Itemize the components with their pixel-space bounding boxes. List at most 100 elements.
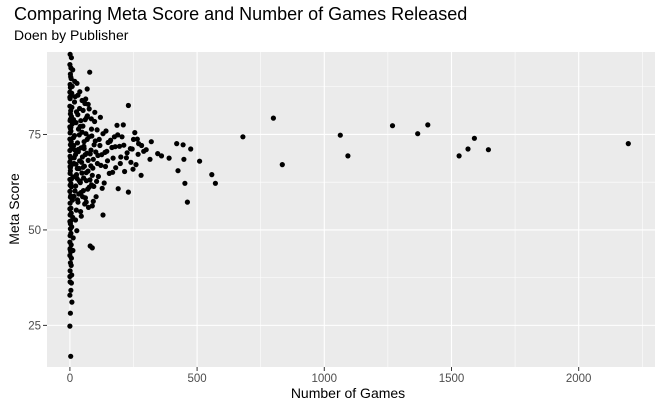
data-point (471, 135, 477, 141)
data-point (116, 143, 123, 149)
data-point (124, 150, 130, 156)
data-point (465, 146, 471, 152)
data-point (139, 142, 145, 149)
data-point (89, 172, 95, 178)
data-point (74, 165, 80, 172)
data-point (85, 101, 91, 107)
data-point (99, 185, 105, 191)
data-point (155, 151, 161, 157)
data-point (90, 156, 96, 162)
data-point (158, 153, 165, 159)
data-point (337, 132, 343, 138)
data-point (130, 136, 137, 142)
data-point (78, 189, 84, 196)
data-point (75, 146, 82, 152)
data-point (97, 142, 103, 149)
data-point (415, 131, 421, 137)
data-point (67, 221, 73, 227)
data-point (73, 183, 79, 189)
data-point (69, 272, 75, 278)
data-point (79, 97, 85, 104)
data-point (118, 154, 124, 160)
data-point (71, 99, 78, 105)
data-point (86, 184, 92, 190)
data-point (98, 162, 104, 168)
data-point (80, 164, 86, 170)
data-point (88, 126, 95, 132)
data-point (101, 180, 107, 186)
data-point (69, 83, 75, 89)
data-point (130, 166, 136, 172)
data-point (71, 142, 77, 149)
data-point (84, 136, 90, 142)
data-point (74, 197, 81, 203)
x-tick-label: 1000 (311, 373, 337, 385)
major-grid (47, 52, 655, 367)
data-point (456, 153, 462, 159)
data-point (88, 116, 94, 122)
data-point (75, 92, 81, 98)
data-point (125, 102, 131, 109)
data-point (77, 105, 83, 112)
data-point (67, 188, 73, 194)
data-point (120, 122, 126, 128)
data-point (82, 195, 88, 201)
data-point (94, 127, 100, 133)
data-point (115, 132, 121, 138)
data-point (84, 113, 90, 119)
plot-panel (47, 52, 655, 367)
data-point (114, 122, 120, 128)
data-point (73, 161, 79, 167)
data-point (174, 141, 180, 147)
data-point (138, 172, 144, 178)
data-point (67, 168, 73, 174)
data-point (95, 173, 101, 180)
data-point (68, 262, 74, 268)
data-point (78, 213, 84, 219)
data-point (188, 146, 194, 152)
y-axis-ticks: 25 50 75 (28, 129, 47, 332)
data-point (68, 280, 74, 286)
data-point (279, 162, 285, 168)
data-point (70, 235, 76, 241)
data-point (83, 131, 89, 137)
y-tick-label: 75 (28, 129, 41, 141)
data-point (184, 199, 190, 205)
data-point (133, 162, 139, 168)
data-point (100, 212, 106, 218)
data-point (103, 128, 109, 134)
data-point (240, 134, 246, 140)
data-points (67, 51, 631, 359)
data-point (115, 186, 121, 192)
data-point (166, 155, 172, 161)
x-tick-label: 1500 (439, 373, 465, 385)
y-tick-label: 25 (28, 320, 41, 332)
data-point (81, 146, 87, 152)
data-point (197, 158, 203, 164)
data-point (104, 158, 111, 164)
data-point (68, 181, 74, 187)
data-point (68, 205, 74, 211)
data-point (127, 146, 133, 152)
data-point (91, 183, 97, 189)
x-tick-label: 2000 (566, 373, 592, 385)
x-tick-label: 500 (187, 373, 206, 385)
data-point (102, 149, 108, 155)
data-point (180, 142, 186, 148)
data-point (74, 140, 81, 146)
y-axis-title: Meta Score (6, 173, 22, 245)
data-point (270, 115, 276, 121)
data-point (68, 108, 74, 114)
data-point (67, 200, 73, 206)
data-point (110, 169, 116, 175)
data-point (112, 144, 118, 150)
data-point (425, 122, 431, 128)
data-point (87, 69, 93, 75)
data-point (107, 138, 113, 144)
data-point (182, 180, 188, 186)
data-point (72, 217, 79, 223)
data-point (68, 55, 74, 61)
data-point (110, 155, 116, 161)
data-point (68, 230, 74, 236)
